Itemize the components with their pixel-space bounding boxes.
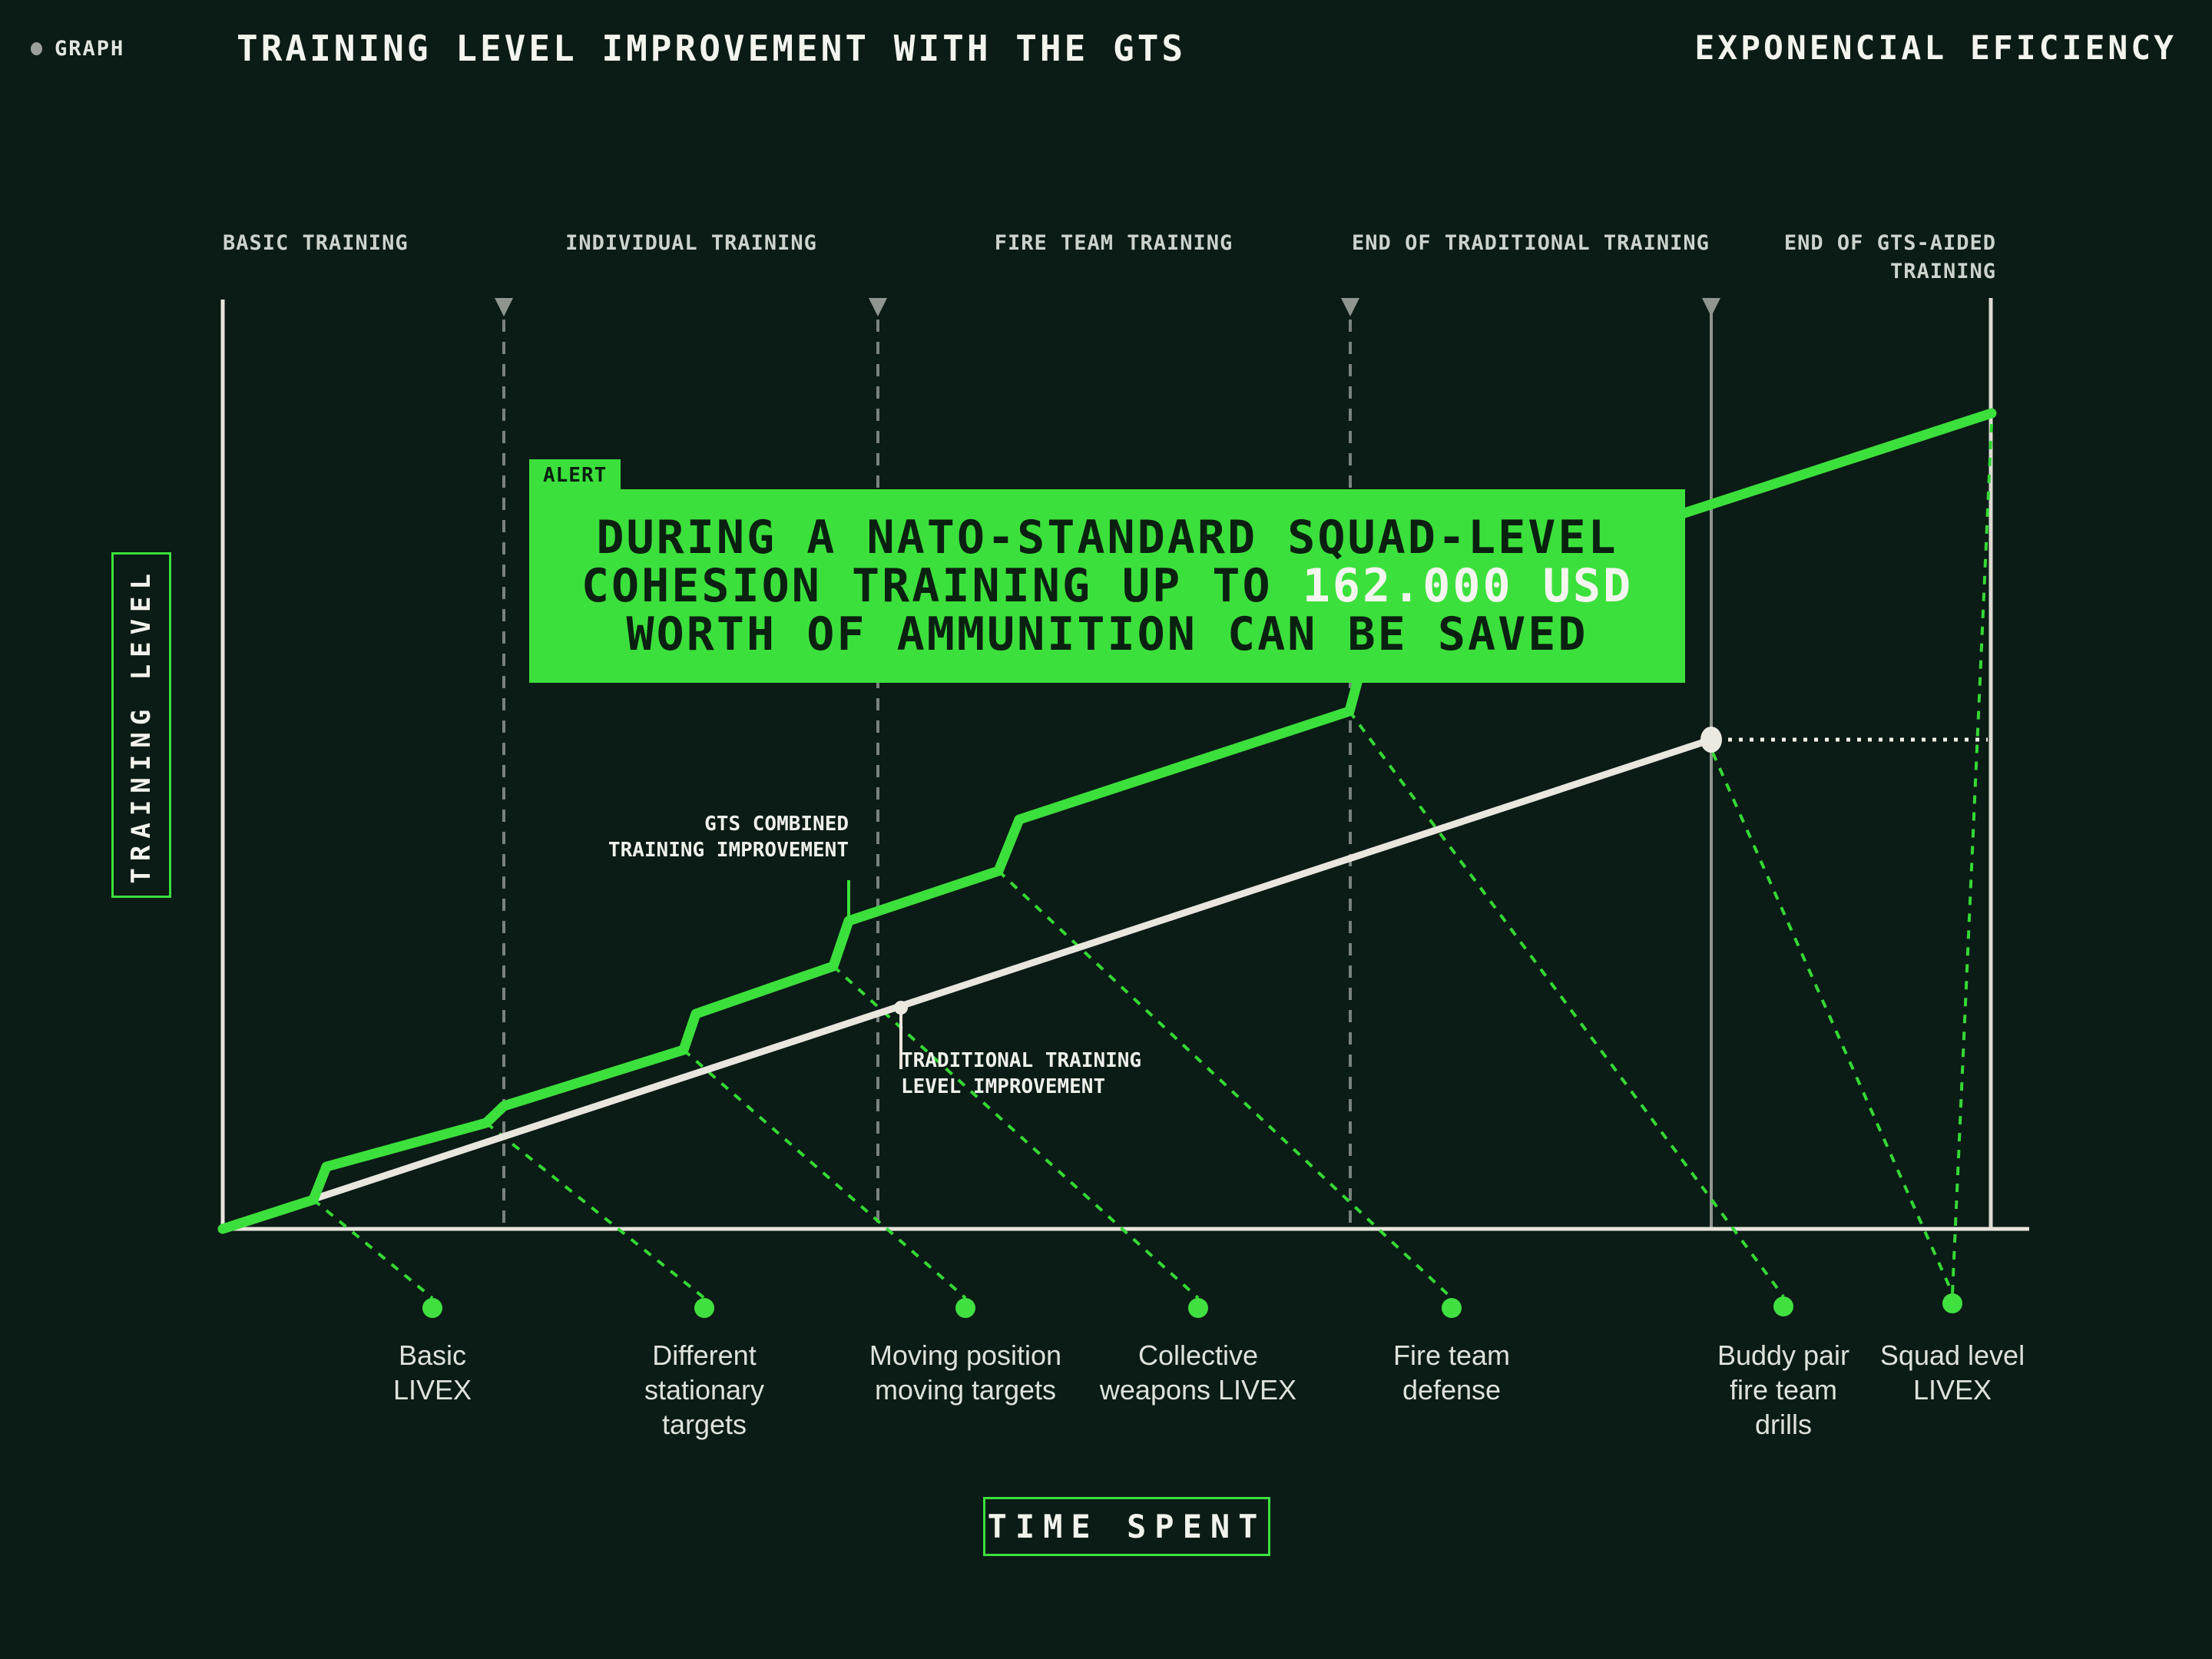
- phase-label-4: END OF TRADITIONAL TRAINING: [1352, 231, 1710, 255]
- milestone-dot-fire-team-defense: [1442, 1298, 1462, 1318]
- y-axis-title-box: TRAINING LEVEL: [111, 552, 171, 898]
- traditional-line-annotation: TRADITIONAL TRAINING LEVEL IMPROVEMENT: [901, 1049, 1142, 1098]
- phase-label-2: INDIVIDUAL TRAINING: [565, 231, 817, 255]
- leader-squad-from-traditional: [1711, 752, 1954, 1294]
- milestone-dot-moving-targets: [955, 1298, 975, 1318]
- page-title: TRAINING LEVEL IMPROVEMENT WITH THE GTS: [237, 28, 1187, 69]
- milestone-label-2: Different stationary targets: [644, 1339, 765, 1440]
- leader-fire-team-defense: [997, 869, 1453, 1300]
- leader-collective-weapons: [832, 965, 1200, 1300]
- leader-basic-livex: [312, 1198, 434, 1300]
- graph-tag: GRAPH: [31, 37, 124, 61]
- milestone-dot-collective-weapons: [1188, 1298, 1208, 1318]
- divider-arrow-2: [869, 298, 887, 316]
- traditional-improvement-dot: [894, 1001, 908, 1015]
- alert-line-1: DURING A NATO-STANDARD SQUAD-LEVEL: [596, 510, 1618, 565]
- traditional-end-dot: [1700, 727, 1722, 753]
- phase-label-3: FIRE TEAM TRAINING: [994, 231, 1233, 255]
- alert-line-3: WORTH OF AMMUNITION CAN BE SAVED: [626, 607, 1588, 661]
- gts-line-annotation: GTS COMBINED TRAINING IMPROVEMENT: [608, 813, 849, 862]
- leader-stationary-targets: [485, 1121, 706, 1300]
- x-axis-title: TIME SPENT: [987, 1508, 1267, 1545]
- milestone-label-4: Collective weapons LIVEX: [1099, 1339, 1297, 1406]
- alert-callout: DURING A NATO-STANDARD SQUAD-LEVEL COHES…: [529, 489, 1685, 683]
- bullet-dot-icon: [31, 42, 42, 55]
- divider-arrow-4: [1702, 298, 1720, 316]
- alert-tab: ALERT: [529, 459, 621, 490]
- milestone-label-5: Fire team defense: [1392, 1339, 1511, 1406]
- alert-savings-value: 162.000 USD: [1302, 558, 1634, 613]
- milestone-dot-basic-livex: [422, 1298, 442, 1318]
- alert-line-2: COHESION TRAINING UP TO 162.000 USD: [581, 558, 1634, 613]
- traditional-training-line: [219, 736, 1715, 1233]
- x-axis-title-box: TIME SPENT: [983, 1497, 1270, 1556]
- graph-tag-label: GRAPH: [55, 37, 125, 61]
- y-axis-title: TRAINING LEVEL: [126, 566, 157, 884]
- leader-squad-from-gts: [1951, 423, 1993, 1294]
- milestone-label-7: Squad level LIVEX: [1879, 1339, 2025, 1406]
- phase-label-1: BASIC TRAINING: [223, 231, 409, 255]
- milestone-label-3: Moving position moving targets: [869, 1339, 1062, 1406]
- leader-buddy-pair: [1348, 710, 1785, 1298]
- alert-line-2-text: COHESION TRAINING UP TO: [581, 558, 1303, 613]
- milestone-dot-buddy-pair: [1773, 1296, 1793, 1316]
- milestone-label-1: Basic LIVEX: [392, 1339, 472, 1406]
- page-subtitle: EXPONENCIAL EFICIENCY: [1694, 29, 2177, 68]
- milestone-dot-stationary-targets: [694, 1298, 714, 1318]
- divider-arrow-1: [495, 298, 513, 316]
- milestone-label-6: Buddy pair fire team drills: [1717, 1339, 1850, 1440]
- divider-arrow-3: [1341, 298, 1359, 316]
- milestone-dot-squad-level: [1942, 1293, 1962, 1313]
- phase-label-5: END OF GTS-AIDED TRAINING: [1783, 231, 1996, 283]
- leader-moving-targets: [682, 1048, 967, 1300]
